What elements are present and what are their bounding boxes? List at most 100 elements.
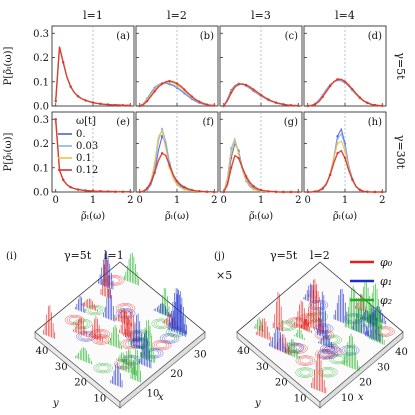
- x-tick-label: 1: [342, 195, 348, 206]
- contour-ring: [90, 328, 110, 340]
- surface-peak: [305, 284, 324, 333]
- x-tick-label: 1: [174, 195, 180, 206]
- contour-ring: [314, 329, 335, 341]
- data-point: [91, 101, 95, 104]
- data-point: [76, 188, 80, 191]
- panel-label: (c): [285, 31, 299, 42]
- data-point: [336, 152, 339, 155]
- surface-peak: [98, 251, 114, 290]
- data-point: [358, 188, 362, 192]
- data-point: [343, 80, 347, 83]
- panel-3: (d): [303, 25, 387, 108]
- data-point: [336, 78, 339, 81]
- data-point: [175, 179, 179, 183]
- surface-peak: [170, 289, 188, 335]
- surface-peak: [159, 288, 171, 318]
- surface-subtitle: l=1: [104, 249, 124, 262]
- data-point: [351, 178, 354, 182]
- contour-ring: [299, 357, 311, 364]
- data-point: [282, 190, 285, 194]
- data-point: [106, 190, 110, 193]
- contour-ring: [297, 356, 314, 365]
- data-point: [289, 190, 293, 194]
- contour-ring: [120, 305, 131, 312]
- contour-ring: [115, 308, 136, 319]
- surface-y-axis-label: y: [52, 398, 59, 409]
- surface-peak: [284, 339, 300, 360]
- data-point: [237, 83, 240, 86]
- surface-legend-label: φ₀: [380, 256, 393, 269]
- data-point: [289, 104, 293, 107]
- x-tick-label: 0: [305, 195, 311, 206]
- contour-ring: [159, 333, 180, 344]
- y-tick-label: 0.0: [33, 188, 49, 199]
- surface-y-tick: 30: [256, 362, 269, 373]
- data-point: [366, 190, 369, 193]
- surface-y-axis-label: y: [254, 398, 261, 409]
- data-point: [328, 84, 332, 88]
- data-point: [99, 190, 102, 193]
- data-point: [168, 164, 171, 167]
- data-point: [145, 187, 149, 190]
- data-point: [69, 85, 72, 88]
- surface-peak: [294, 300, 308, 331]
- surface-panel-label: (j): [214, 251, 225, 262]
- data-point: [160, 130, 164, 133]
- data-point: [175, 82, 179, 85]
- contour-ring: [89, 307, 101, 314]
- surface-peak: [131, 313, 144, 350]
- data-point: [54, 99, 57, 103]
- surface-peak: [333, 288, 349, 326]
- surface-peak: [167, 288, 187, 337]
- data-point: [99, 102, 102, 106]
- surface-legend: φ₀ φ₁ φ₂: [350, 256, 393, 307]
- surface-x-tick: 20: [359, 378, 372, 389]
- data-point: [160, 127, 164, 131]
- data-point: [274, 190, 278, 193]
- surface-x-axis-label: x: [358, 392, 364, 403]
- data-point: [153, 90, 156, 93]
- contour-ring: [297, 368, 313, 377]
- data-point: [205, 103, 209, 106]
- contour-ring: [320, 350, 336, 359]
- contour-ring: [282, 322, 293, 329]
- data-point: [213, 104, 216, 107]
- surface-peak: [130, 349, 141, 383]
- data-point: [381, 104, 384, 107]
- contour-ring: [320, 368, 336, 377]
- surface-x-tick: 40: [395, 347, 408, 358]
- panel-label: (h): [368, 117, 382, 128]
- surface-peak: [110, 362, 123, 388]
- y-tick-label: 0.0: [33, 102, 49, 113]
- surface-peak: [342, 333, 360, 372]
- panel-label: (b): [200, 31, 214, 42]
- surface-y-tick: 30: [55, 362, 68, 373]
- contour-ring: [122, 340, 138, 349]
- x-axis-label: ρ̃ₗ(ω): [333, 211, 357, 222]
- data-point: [61, 61, 65, 64]
- column-title: l=3: [251, 9, 271, 22]
- surface-peak: [269, 327, 286, 353]
- surface-peak: [119, 310, 132, 338]
- contour-ring: [91, 334, 112, 345]
- contour-ring: [333, 356, 345, 363]
- column-title: l=4: [335, 9, 355, 22]
- legend-label: 0.03: [76, 141, 98, 152]
- contour-ring: [115, 303, 136, 314]
- data-point: [244, 178, 248, 182]
- data-point: [366, 101, 369, 105]
- surface-peak: [73, 317, 89, 338]
- data-point: [336, 137, 339, 140]
- contour-ring: [124, 341, 136, 348]
- contour-ring: [95, 364, 111, 373]
- y-tick-label: 0.3: [33, 115, 49, 126]
- surface-peak: [344, 285, 362, 334]
- data-point: [358, 96, 362, 99]
- data-point: [244, 175, 248, 178]
- data-point: [84, 99, 87, 102]
- contour-ring: [93, 362, 113, 374]
- contour-ring: [93, 335, 109, 344]
- surface-x-tick: 30: [194, 350, 207, 361]
- legend-label: 0.1: [76, 153, 92, 164]
